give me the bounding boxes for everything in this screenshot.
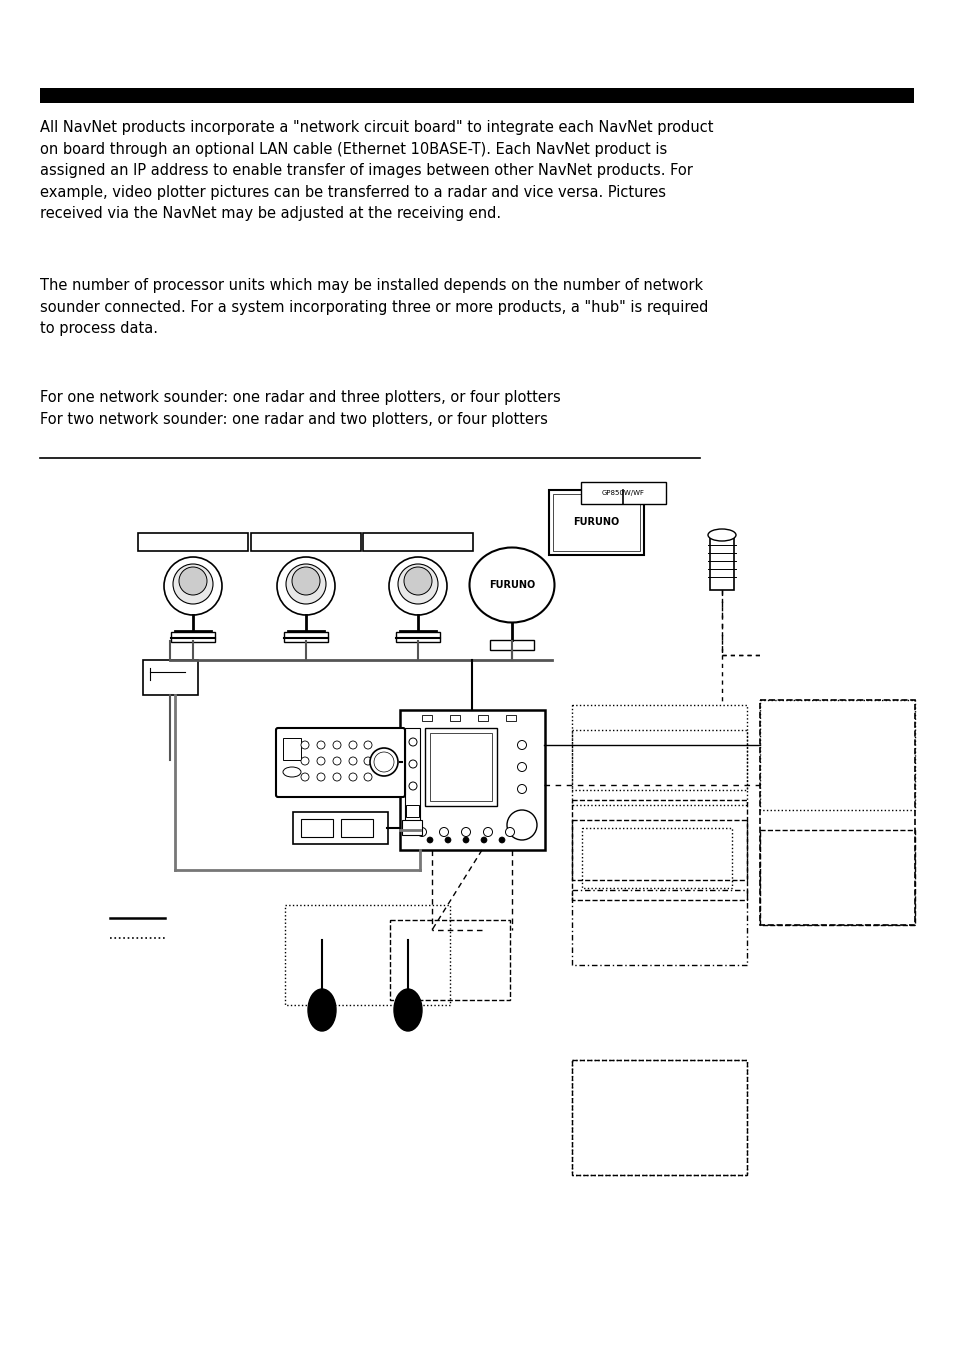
Bar (40, 88, 913, 103)
Ellipse shape (397, 563, 437, 604)
Bar (553, 494, 639, 551)
Bar (581, 828, 731, 888)
Ellipse shape (333, 740, 340, 748)
Ellipse shape (427, 838, 433, 843)
Bar (406, 805, 418, 817)
Bar (284, 632, 328, 642)
Text: FURUNO: FURUNO (572, 517, 618, 527)
Ellipse shape (364, 773, 372, 781)
Ellipse shape (409, 761, 416, 767)
Bar (572, 890, 746, 965)
Bar (301, 819, 333, 838)
Text: For one network sounder: one radar and three plotters, or four plotters
For two : For one network sounder: one radar and t… (40, 390, 560, 427)
Ellipse shape (316, 740, 325, 748)
Bar (293, 812, 388, 844)
Ellipse shape (276, 557, 335, 615)
Bar (390, 920, 510, 1000)
Ellipse shape (301, 773, 309, 781)
Ellipse shape (179, 567, 207, 594)
Bar (138, 534, 248, 551)
Ellipse shape (292, 567, 319, 594)
Ellipse shape (498, 838, 504, 843)
Ellipse shape (172, 563, 213, 604)
Bar (363, 534, 473, 551)
Ellipse shape (394, 989, 421, 1031)
Ellipse shape (301, 757, 309, 765)
Ellipse shape (505, 828, 514, 836)
Bar (572, 705, 746, 790)
Ellipse shape (283, 767, 301, 777)
Bar (760, 700, 914, 811)
Ellipse shape (462, 838, 469, 843)
Bar (171, 632, 214, 642)
Bar (421, 715, 432, 721)
Ellipse shape (370, 748, 397, 775)
Bar (399, 711, 544, 850)
Bar (760, 700, 914, 925)
Text: FURUNO: FURUNO (488, 580, 535, 590)
Ellipse shape (506, 811, 537, 840)
Bar (424, 728, 497, 807)
Ellipse shape (316, 773, 325, 781)
Bar (760, 830, 914, 925)
Ellipse shape (374, 753, 394, 771)
Text: GP850W/WF: GP850W/WF (601, 490, 644, 496)
Bar (430, 734, 492, 801)
Ellipse shape (439, 828, 448, 836)
Bar (505, 715, 516, 721)
Ellipse shape (480, 838, 486, 843)
Ellipse shape (164, 557, 222, 615)
Bar (548, 490, 643, 555)
Bar (572, 1061, 746, 1175)
Ellipse shape (349, 740, 356, 748)
Ellipse shape (301, 740, 309, 748)
Ellipse shape (333, 757, 340, 765)
Ellipse shape (389, 557, 447, 615)
Ellipse shape (364, 757, 372, 765)
Ellipse shape (403, 567, 432, 594)
Bar (340, 819, 373, 838)
Ellipse shape (409, 782, 416, 790)
Text: All NavNet products incorporate a "network circuit board" to integrate each NavN: All NavNet products incorporate a "netwo… (40, 120, 713, 222)
Ellipse shape (286, 563, 326, 604)
Ellipse shape (349, 773, 356, 781)
Ellipse shape (308, 989, 335, 1031)
Bar (572, 730, 746, 805)
Bar (572, 1061, 746, 1175)
Bar (709, 535, 733, 590)
Ellipse shape (517, 740, 526, 750)
Ellipse shape (461, 828, 470, 836)
Bar (580, 482, 665, 504)
Bar (143, 661, 198, 694)
Bar (572, 800, 746, 880)
Bar (490, 640, 534, 650)
Ellipse shape (444, 838, 451, 843)
Bar (572, 820, 746, 900)
Ellipse shape (707, 530, 735, 540)
Ellipse shape (417, 828, 426, 836)
Bar (251, 534, 360, 551)
Ellipse shape (483, 828, 492, 836)
Ellipse shape (517, 762, 526, 771)
Ellipse shape (316, 757, 325, 765)
Bar (477, 715, 488, 721)
Ellipse shape (469, 547, 554, 623)
FancyBboxPatch shape (275, 728, 405, 797)
Ellipse shape (364, 740, 372, 748)
Ellipse shape (409, 738, 416, 746)
Ellipse shape (517, 785, 526, 793)
Bar (283, 738, 301, 761)
Bar (401, 820, 421, 835)
Ellipse shape (333, 773, 340, 781)
Bar (405, 728, 419, 823)
Bar (450, 715, 459, 721)
Text: The number of processor units which may be installed depends on the number of ne: The number of processor units which may … (40, 278, 708, 336)
Bar (395, 632, 439, 642)
Bar (285, 905, 450, 1005)
Ellipse shape (349, 757, 356, 765)
